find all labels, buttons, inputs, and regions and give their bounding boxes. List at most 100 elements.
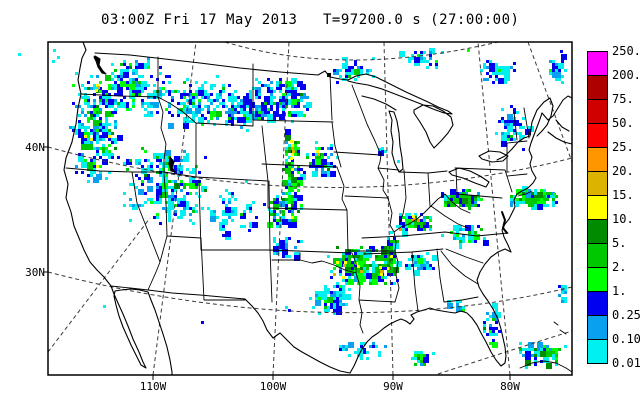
precip-cell: [159, 159, 162, 162]
precip-cell: [543, 195, 546, 198]
precip-cell: [501, 117, 504, 120]
precip-cell: [393, 267, 399, 273]
precip-cell: [384, 282, 387, 285]
precip-cell: [555, 360, 558, 363]
precip-cell: [501, 66, 504, 69]
precip-cell: [315, 168, 318, 171]
precip-cell: [483, 240, 489, 246]
precip-cell: [201, 84, 204, 87]
precip-cell: [279, 240, 285, 246]
precip-cell: [528, 351, 531, 354]
precip-cell: [171, 189, 174, 192]
precip-cell: [99, 111, 102, 114]
precip-cell: [135, 72, 138, 75]
precip-cell: [426, 261, 429, 264]
precip-cell: [366, 270, 369, 273]
precip-cell: [153, 102, 159, 108]
precip-cell: [414, 264, 417, 267]
precipitation-layer: [18, 48, 567, 369]
precip-cell: [516, 198, 519, 201]
precip-cell: [264, 105, 267, 108]
precip-cell: [285, 237, 288, 240]
precip-cell: [267, 90, 270, 93]
precip-cell: [228, 96, 231, 99]
precip-cell: [318, 297, 321, 300]
precip-cell: [144, 81, 147, 84]
precip-cell: [141, 99, 144, 102]
precip-cell: [297, 183, 300, 186]
precip-cell: [516, 132, 519, 135]
precip-cell: [357, 252, 360, 255]
precip-cell: [165, 150, 171, 156]
precip-cell: [348, 258, 351, 261]
precip-cell: [522, 192, 525, 195]
precip-cell: [282, 204, 285, 207]
precip-cell: [504, 66, 510, 72]
precip-cell: [156, 186, 159, 189]
precip-cell: [363, 258, 366, 261]
precip-cell: [144, 174, 147, 177]
precip-cell: [285, 198, 288, 201]
precip-cell: [321, 159, 324, 162]
precip-cell: [468, 189, 471, 192]
precip-cell: [105, 75, 111, 81]
precip-cell: [330, 291, 333, 294]
precip-cell: [441, 192, 444, 195]
precip-cell: [120, 99, 123, 102]
precip-cell: [84, 159, 87, 162]
precip-cell: [213, 123, 216, 126]
precip-cell: [156, 111, 159, 114]
precip-cell: [198, 99, 201, 102]
precip-cell: [288, 114, 291, 117]
precip-cell: [90, 117, 93, 120]
precip-cell: [126, 87, 129, 90]
precip-cell: [78, 159, 81, 162]
precip-cell: [396, 240, 399, 243]
precip-cell: [354, 258, 357, 261]
precip-cell: [273, 117, 276, 120]
precip-cell: [114, 93, 117, 96]
precip-cell: [93, 132, 96, 135]
precip-cell: [312, 159, 315, 162]
precip-cell: [318, 156, 321, 159]
precip-cell: [339, 267, 342, 270]
precip-cell: [72, 84, 75, 87]
precip-cell: [123, 96, 126, 99]
precip-cell: [210, 111, 216, 117]
precip-cell: [528, 342, 534, 348]
precip-cell: [192, 168, 195, 171]
precip-cell: [147, 66, 150, 69]
precip-cell: [288, 192, 291, 195]
precip-cell: [141, 165, 144, 168]
precip-cell: [330, 303, 333, 306]
precip-cell: [375, 249, 378, 252]
precip-cell: [156, 213, 159, 216]
precip-cell: [183, 150, 186, 153]
precip-cell: [273, 198, 276, 201]
precip-cell: [462, 237, 465, 240]
precip-cell: [342, 291, 345, 294]
precip-cell: [453, 195, 456, 198]
precip-cell: [411, 225, 414, 228]
precip-cell: [99, 120, 102, 123]
precip-cell: [138, 75, 141, 78]
precip-cell: [204, 96, 207, 99]
precip-cell: [210, 93, 213, 96]
precip-cell: [96, 111, 99, 114]
precip-cell: [390, 231, 393, 234]
canada-border: [94, 52, 573, 161]
precip-cell: [261, 84, 264, 87]
precip-cell: [348, 273, 351, 276]
precip-cell: [258, 111, 261, 114]
precip-cell: [135, 81, 138, 84]
precip-cell: [258, 96, 261, 99]
precip-cell: [234, 213, 237, 216]
precip-cell: [534, 189, 537, 192]
precip-cell: [483, 63, 486, 66]
precip-cell: [150, 93, 153, 96]
precip-cell: [285, 102, 288, 105]
precip-cell: [444, 201, 447, 204]
precip-cell: [138, 189, 144, 195]
precip-cell: [93, 120, 99, 126]
colorbar-label: 75.: [612, 92, 634, 106]
